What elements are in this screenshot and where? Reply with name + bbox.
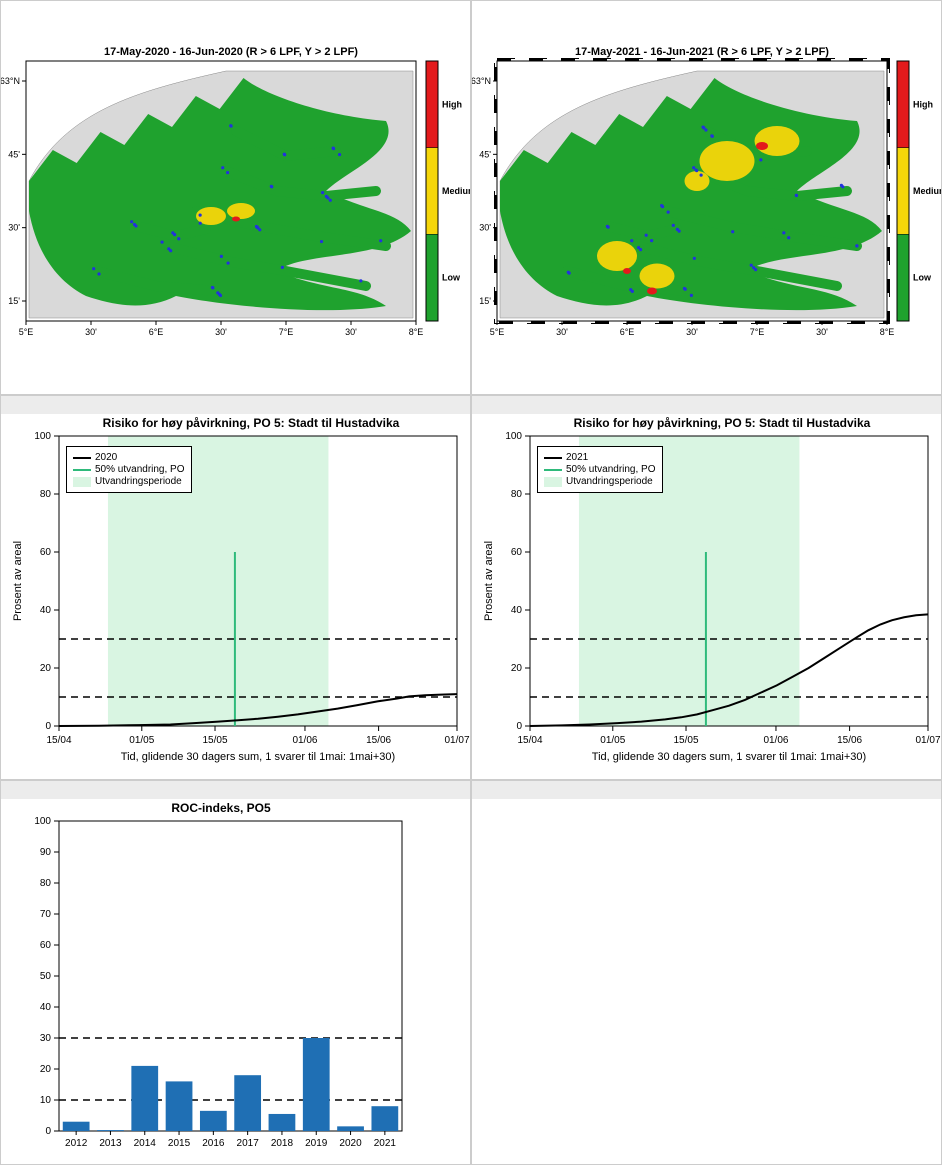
svg-text:30': 30'	[816, 327, 828, 337]
svg-text:Tid, glidende 30 dagers sum, 1: Tid, glidende 30 dagers sum, 1 svarer ti…	[121, 751, 395, 763]
svg-text:15/06: 15/06	[837, 735, 862, 746]
svg-text:2016: 2016	[202, 1138, 225, 1149]
svg-text:2015: 2015	[168, 1138, 191, 1149]
svg-text:01/06: 01/06	[292, 735, 317, 746]
svg-text:20: 20	[40, 1064, 52, 1075]
svg-text:30: 30	[40, 1033, 52, 1044]
svg-text:60: 60	[40, 940, 52, 951]
svg-text:High: High	[913, 99, 933, 109]
svg-text:Low: Low	[913, 273, 932, 283]
legend-l2-2020: 50% utvandring, PO	[95, 464, 185, 475]
svg-text:15/04: 15/04	[517, 735, 542, 746]
empty-panel	[471, 780, 942, 1165]
svg-text:50: 50	[40, 971, 52, 982]
svg-text:Tid, glidende 30 dagers sum, 1: Tid, glidende 30 dagers sum, 1 svarer ti…	[592, 751, 866, 763]
map-panel-2021: 17-May-2021 - 16-Jun-2021 (R > 6 LPF, Y …	[471, 0, 942, 395]
svg-text:Prosent av areal: Prosent av areal	[483, 541, 495, 621]
svg-text:30': 30'	[85, 327, 97, 337]
svg-text:15/05: 15/05	[674, 735, 699, 746]
bar-title: ROC-indeks, PO5	[51, 801, 391, 815]
legend-l2-2021: 50% utvandring, PO	[566, 464, 656, 475]
svg-text:15': 15'	[8, 296, 20, 306]
svg-text:Prosent av areal: Prosent av areal	[12, 541, 24, 621]
svg-text:2018: 2018	[271, 1138, 294, 1149]
svg-text:2014: 2014	[134, 1138, 157, 1149]
svg-text:2012: 2012	[65, 1138, 88, 1149]
map-svg-2020: 5°E 30' 6°E 30' 7°E 30' 8°E 63°N 45' 30' 15' High Me…	[1, 1, 471, 395]
map-svg-2021: 5°E 30' 6°E 30' 7°E 30' 8°E 63°N 45' 30' 15' High Me…	[472, 1, 942, 395]
svg-text:60: 60	[40, 547, 52, 558]
line-panel-2021: Risiko for høy påvirkning, PO 5: Stadt t…	[471, 395, 942, 780]
svg-text:10: 10	[40, 1095, 52, 1106]
svg-text:80: 80	[40, 489, 52, 500]
legend-l3-2021: Utvandringsperiode	[566, 476, 653, 487]
svg-text:30': 30'	[686, 327, 698, 337]
svg-text:2017: 2017	[237, 1138, 260, 1149]
svg-text:15/04: 15/04	[46, 735, 71, 746]
svg-text:70: 70	[40, 909, 52, 920]
svg-text:5°E: 5°E	[490, 327, 505, 337]
line-title-2020: Risiko for høy påvirkning, PO 5: Stadt t…	[51, 416, 451, 430]
legend-year-2020: 2020	[95, 452, 117, 463]
svg-text:80: 80	[511, 489, 523, 500]
map-title-2021: 17-May-2021 - 16-Jun-2021 (R > 6 LPF, Y …	[527, 46, 877, 58]
svg-text:90: 90	[40, 847, 52, 858]
svg-text:0: 0	[516, 721, 522, 732]
svg-text:15/05: 15/05	[203, 735, 228, 746]
svg-text:2013: 2013	[99, 1138, 122, 1149]
svg-text:20: 20	[40, 663, 52, 674]
svg-text:2020: 2020	[339, 1138, 362, 1149]
svg-text:7°E: 7°E	[279, 327, 294, 337]
svg-text:5°E: 5°E	[19, 327, 34, 337]
svg-text:01/07: 01/07	[444, 735, 469, 746]
bar-svg: 0 10 20 30 40 50 60 70 80 90 100 2012 2013 2014 2015 20…	[1, 781, 471, 1165]
legend-2021: 2021 50% utvandring, PO Utvandringsperio…	[537, 446, 663, 493]
svg-text:40: 40	[511, 605, 523, 616]
svg-text:100: 100	[34, 816, 51, 827]
legend-l3-2020: Utvandringsperiode	[95, 476, 182, 487]
svg-text:30': 30'	[556, 327, 568, 337]
svg-text:Low: Low	[442, 273, 461, 283]
svg-text:20: 20	[511, 663, 523, 674]
legend-2020: 2020 50% utvandring, PO Utvandringsperio…	[66, 446, 192, 493]
line-panel-2020: Risiko for høy påvirkning, PO 5: Stadt t…	[0, 395, 471, 780]
svg-text:2021: 2021	[374, 1138, 397, 1149]
svg-text:01/07: 01/07	[915, 735, 940, 746]
svg-text:2019: 2019	[305, 1138, 328, 1149]
svg-text:30': 30'	[479, 223, 491, 233]
svg-text:45': 45'	[8, 149, 20, 159]
map-title-2020: 17-May-2020 - 16-Jun-2020 (R > 6 LPF, Y …	[56, 46, 406, 58]
svg-text:0: 0	[45, 1126, 51, 1137]
svg-text:15/06: 15/06	[366, 735, 391, 746]
line-title-2021: Risiko for høy påvirkning, PO 5: Stadt t…	[522, 416, 922, 430]
svg-text:High: High	[442, 99, 462, 109]
svg-text:30': 30'	[8, 223, 20, 233]
svg-text:60: 60	[511, 547, 523, 558]
svg-text:8°E: 8°E	[409, 327, 424, 337]
svg-text:6°E: 6°E	[149, 327, 164, 337]
svg-text:100: 100	[505, 431, 522, 442]
svg-text:01/05: 01/05	[600, 735, 625, 746]
svg-text:Medium: Medium	[442, 186, 471, 196]
svg-text:63°N: 63°N	[1, 76, 20, 86]
svg-text:30': 30'	[215, 327, 227, 337]
svg-text:100: 100	[34, 431, 51, 442]
svg-text:6°E: 6°E	[620, 327, 635, 337]
svg-text:01/06: 01/06	[763, 735, 788, 746]
svg-text:80: 80	[40, 878, 52, 889]
svg-text:63°N: 63°N	[472, 76, 491, 86]
svg-text:8°E: 8°E	[880, 327, 895, 337]
svg-text:40: 40	[40, 605, 52, 616]
svg-text:30': 30'	[345, 327, 357, 337]
svg-text:7°E: 7°E	[750, 327, 765, 337]
bar-panel: ROC-indeks, PO5 0 10 20 30 40 50 60 70 80 90 100 20…	[0, 780, 471, 1165]
legend-year-2021: 2021	[566, 452, 588, 463]
svg-text:01/05: 01/05	[129, 735, 154, 746]
svg-text:0: 0	[45, 721, 51, 732]
svg-text:45': 45'	[479, 149, 491, 159]
map-panel-2020: 17-May-2020 - 16-Jun-2020 (R > 6 LPF, Y …	[0, 0, 471, 395]
svg-text:15': 15'	[479, 296, 491, 306]
svg-text:40: 40	[40, 1002, 52, 1013]
svg-text:Medium: Medium	[913, 186, 942, 196]
